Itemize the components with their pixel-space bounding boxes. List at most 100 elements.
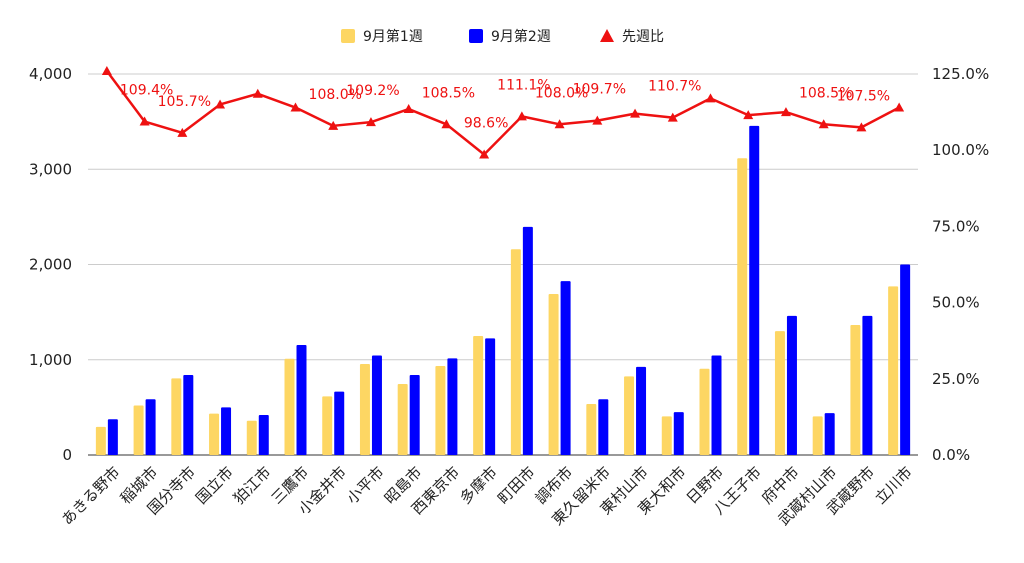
bar-week1 bbox=[435, 365, 446, 455]
bar-week2 bbox=[409, 374, 420, 455]
left-tick-label: 1,000 bbox=[29, 351, 72, 369]
category-label: 町田市 bbox=[494, 463, 539, 508]
bar-week1 bbox=[888, 286, 899, 455]
legend-marker bbox=[600, 29, 614, 42]
ratio-point bbox=[252, 88, 263, 98]
bar-week2 bbox=[371, 355, 382, 455]
right-tick-label: 100.0% bbox=[932, 141, 989, 159]
category-label: 立川市 bbox=[871, 463, 916, 508]
bar-week1 bbox=[661, 416, 672, 455]
bar-week1 bbox=[624, 376, 635, 455]
bar-week1 bbox=[95, 426, 106, 455]
bar-week1 bbox=[850, 324, 861, 455]
ratio-point bbox=[139, 116, 150, 126]
legend-swatch bbox=[469, 29, 483, 43]
bar-week2 bbox=[334, 391, 345, 455]
right-tick-label: 50.0% bbox=[932, 294, 980, 312]
ratio-data-label: 98.6% bbox=[464, 115, 508, 131]
ratio-point bbox=[705, 93, 716, 103]
left-tick-label: 0 bbox=[62, 446, 72, 464]
category-label: 国立市 bbox=[192, 463, 237, 508]
right-tick-label: 0.0% bbox=[932, 446, 970, 464]
ratio-data-label: 109.7% bbox=[573, 82, 626, 98]
bar-week1 bbox=[473, 335, 484, 455]
bar-week1 bbox=[359, 364, 370, 455]
category-label: あきる野市 bbox=[58, 463, 124, 529]
ratio-point bbox=[818, 119, 829, 129]
bar-week1 bbox=[774, 331, 785, 455]
left-y-axis: 0 1,000 2,000 3,000 4,000 bbox=[29, 65, 72, 464]
ratio-point bbox=[101, 65, 112, 75]
bar-week2 bbox=[447, 358, 458, 455]
bar-week1 bbox=[246, 420, 257, 455]
bar-week2 bbox=[862, 315, 873, 455]
bar-week2 bbox=[183, 374, 194, 455]
right-y-axis: 0.0% 25.0% 50.0% 75.0% 100.0% 125.0% bbox=[932, 65, 989, 464]
ratio-line-path bbox=[105, 70, 900, 156]
bar-week1 bbox=[209, 413, 220, 455]
ratio-point bbox=[630, 108, 641, 118]
bar-week2 bbox=[221, 407, 232, 455]
bar-week2 bbox=[145, 399, 156, 455]
bar-week1 bbox=[812, 416, 823, 455]
ratio-point bbox=[894, 102, 905, 112]
bar-week1 bbox=[548, 294, 559, 455]
bar-week1 bbox=[737, 158, 748, 455]
ratio-point bbox=[403, 104, 414, 114]
category-label: 狛江市 bbox=[230, 463, 275, 508]
bar-week2 bbox=[598, 399, 609, 455]
bar-week1 bbox=[284, 358, 295, 455]
bar-week2 bbox=[673, 412, 684, 455]
ratio-data-label: 105.7% bbox=[158, 94, 211, 110]
right-tick-label: 125.0% bbox=[932, 65, 989, 83]
ratio-point bbox=[290, 102, 301, 112]
ratio-point bbox=[215, 99, 226, 109]
ratio-point bbox=[743, 110, 754, 120]
ratio-point bbox=[479, 149, 490, 159]
category-label: 小平市 bbox=[343, 463, 388, 508]
ratio-data-label: 111.1% bbox=[497, 77, 550, 93]
ratio-point bbox=[856, 122, 867, 132]
bar-week1 bbox=[171, 378, 182, 455]
ratio-data-label: 108.5% bbox=[422, 85, 475, 101]
legend-label: 9月第1週 bbox=[363, 28, 423, 45]
ratio-point bbox=[554, 119, 565, 129]
ratio-point bbox=[365, 117, 376, 127]
ratio-data-label: 107.5% bbox=[837, 88, 890, 104]
right-tick-label: 25.0% bbox=[932, 370, 980, 388]
legend-swatch bbox=[341, 29, 355, 43]
ratio-point bbox=[592, 115, 603, 125]
x-axis-labels: あきる野市稲城市国分寺市国立市狛江市三鷹市小金井市小平市昭島市西東京市多摩市町田… bbox=[58, 463, 916, 529]
bar-week2 bbox=[786, 315, 797, 455]
bar-week2 bbox=[522, 226, 533, 455]
bar-week1 bbox=[133, 405, 144, 455]
bars bbox=[95, 125, 911, 455]
ratio-data-label: 109.4% bbox=[120, 83, 173, 99]
bar-week2 bbox=[296, 344, 307, 455]
left-tick-label: 4,000 bbox=[29, 65, 72, 83]
ratio-line bbox=[101, 65, 905, 159]
bar-week1 bbox=[586, 404, 597, 455]
ratio-data-label: 109.2% bbox=[346, 83, 399, 99]
ratio-point bbox=[780, 107, 791, 117]
bar-week2 bbox=[258, 414, 269, 455]
ratio-point bbox=[441, 119, 452, 129]
bar-week2 bbox=[636, 366, 647, 455]
category-label: 多摩市 bbox=[456, 463, 501, 508]
bar-week1 bbox=[322, 396, 333, 455]
ratio-point bbox=[667, 112, 678, 122]
legend-label: 9月第2週 bbox=[491, 28, 551, 45]
bar-week2 bbox=[749, 125, 760, 455]
right-tick-label: 75.0% bbox=[932, 217, 980, 235]
ratio-data-labels: 109.4%105.7% 108.0%109.2% 108.5% 98.6% 111.1… bbox=[120, 77, 890, 131]
bar-week1 bbox=[397, 384, 408, 455]
ratio-data-label: 108.5% bbox=[799, 85, 852, 101]
legend: 9月第1週 9月第2週 先週比 bbox=[341, 28, 664, 45]
ratio-point bbox=[328, 120, 339, 130]
left-tick-label: 2,000 bbox=[29, 256, 72, 274]
bar-week2 bbox=[485, 338, 496, 455]
legend-label: 先週比 bbox=[622, 29, 664, 45]
ratio-data-label: 108.0% bbox=[309, 87, 362, 103]
left-tick-label: 3,000 bbox=[29, 160, 72, 178]
